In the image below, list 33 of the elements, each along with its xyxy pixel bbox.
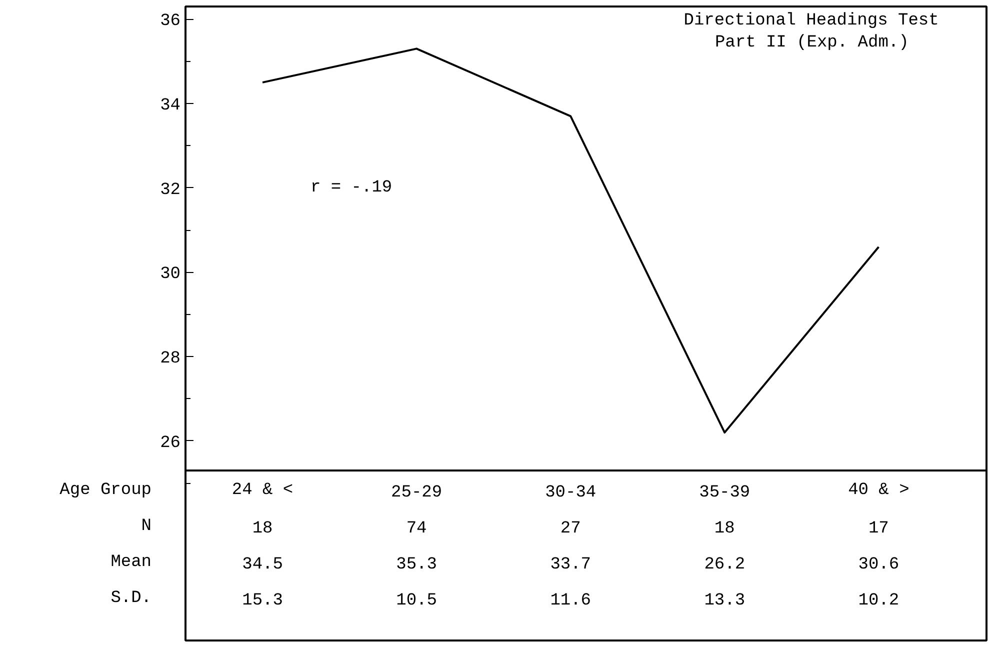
text: N — [141, 517, 152, 536]
text: Mean — [110, 553, 152, 572]
text: S.D. — [110, 589, 152, 608]
x-tick-label: 40 & > — [848, 481, 910, 500]
text: 27 — [560, 520, 581, 538]
data-label: 30.6 — [858, 556, 900, 574]
text: 11.6 — [550, 592, 592, 610]
y-tick-label: 34 — [160, 96, 181, 116]
x-tick-label: 30-34 — [545, 484, 596, 502]
text: 10.5 — [396, 592, 437, 610]
text: 74 — [406, 520, 427, 538]
data-label: 35.3 — [396, 556, 437, 574]
data-label: 26.2 — [704, 556, 746, 574]
text: 10.2 — [858, 592, 900, 610]
x-axis-title: Age Group — [60, 481, 152, 500]
y-tick-label: 36 — [160, 12, 181, 32]
y-tick-label: 30 — [160, 265, 181, 284]
y-tick-label: 26 — [160, 434, 181, 453]
data-label: 34.5 — [242, 556, 283, 574]
y-tick-label: 32 — [160, 180, 181, 200]
x-tick-label: 24 & < — [232, 481, 294, 500]
y-tick-label: 28 — [160, 350, 181, 369]
text: Part II (Exp. Adm.) — [714, 34, 909, 52]
text: 18 — [714, 520, 735, 538]
text: 18 — [252, 520, 273, 538]
text: 17 — [868, 520, 889, 538]
data-label: 33.7 — [550, 556, 592, 574]
x-tick-label: 35-39 — [699, 484, 750, 502]
chart-title: Directional Headings Test — [684, 12, 939, 30]
x-tick-label: 25-29 — [391, 484, 442, 502]
text: 13.3 — [704, 592, 746, 610]
annotation: r = -.19 — [310, 178, 392, 198]
text: 15.3 — [242, 592, 283, 610]
